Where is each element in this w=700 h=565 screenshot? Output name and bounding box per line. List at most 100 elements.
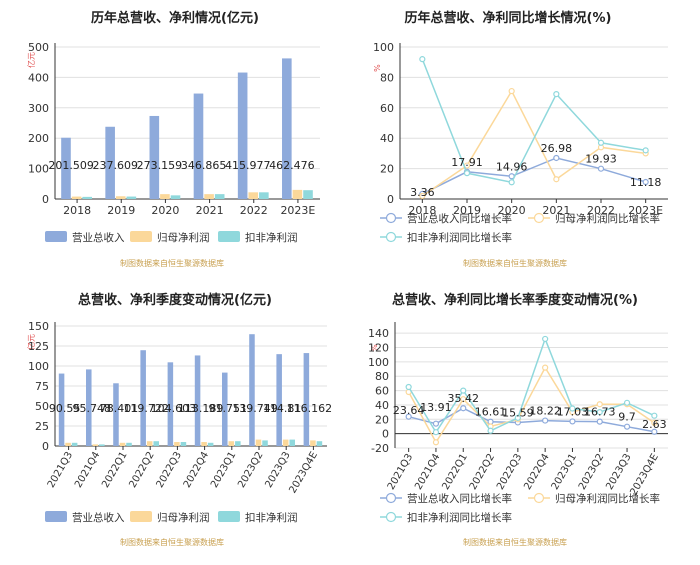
data-label: 104.603 [151,402,197,415]
chart-panel-3: 总营收、净利季度变动情况(亿元) 亿元 0 25 50 75 100 125 150 2021Q3… [26,292,332,547]
bar-profit [92,444,99,446]
legend-swatch [218,511,240,522]
data-label: 201.509 [48,159,94,172]
y-tick-label: 120 [368,342,389,355]
data-label: 113.189 [178,402,224,415]
x-tick-label: 2021Q4 [73,450,102,490]
legend-label: 营业总收入同比增长率 [407,492,512,505]
bar-profit [115,196,126,199]
data-label: 78.401 [100,402,139,415]
x-tick-label: 2021Q3 [46,450,75,490]
bar-profit [174,442,180,446]
data-label: 119.722 [123,402,169,415]
bar-profit [71,196,82,199]
series-point [651,419,658,426]
bar-profit [146,441,153,446]
x-tick-label: 2018 [408,204,436,217]
chart-panel-2: 历年总营收、净利同比增长情况(%)% 0 20 40 60 80 100 2018 2019 20… [373,10,668,268]
x-tick-label: 2022Q4 [182,450,211,490]
bar-deducted [126,442,132,446]
series-point [553,176,560,183]
x-tick-label: 2022Q1 [100,450,129,490]
x-tick-label: 2021 [196,204,224,217]
y-tick-label: 20 [375,413,389,426]
series-point [487,427,494,434]
legend-label: 归母净利润同比增长率 [555,212,660,225]
legend-label: 归母净利润 [157,511,210,524]
bar-revenue [249,334,255,446]
x-tick-label: 2022Q3 [495,452,524,492]
data-label: 9.7 [618,411,636,424]
series-point [642,147,649,154]
y-axis-unit-label: 亿元 [26,334,36,350]
legend-swatch [130,231,152,242]
bar-revenue [282,58,292,200]
data-label: 346.865 [181,159,227,172]
data-label: 95.748 [73,402,112,415]
data-label: 90.55 [49,402,81,415]
x-tick-label: 2023Q4E [287,450,320,495]
data-label: 462.476 [269,159,315,172]
y-axis-unit-label: 亿元 [26,52,36,68]
data-label: 16.73 [584,406,616,419]
bar-deducted [289,439,295,446]
bar-revenue [140,350,146,446]
series-line-3 [408,336,655,434]
legend-label: 营业总收入 [72,231,125,244]
bar-deducted [262,440,268,446]
bar-revenue [61,137,71,199]
x-tick-label: 2022 [587,204,615,217]
y-tick-label: 100 [28,163,49,176]
chart-title: 历年总营收、净利情况(亿元) [91,10,259,26]
y-tick-label: 80 [380,71,394,84]
chart-panel-1: 历年总营收、净利情况(亿元) 亿元 0 100 200 300 400 500 2018 2019… [26,10,320,268]
legend-label: 扣非净利润 [245,511,298,524]
x-tick-label: 2023Q3 [604,452,633,492]
series-point [553,91,560,98]
bar-revenue [194,355,201,446]
legend-label: 营业总收入 [72,511,125,524]
y-tick-label: 80 [375,370,389,383]
legend-swatch [218,231,240,242]
data-label: 17.03 [557,405,589,418]
bar-profit [292,189,303,199]
x-tick-label: 2023E [280,204,315,217]
y-tick-label: 100 [373,41,394,54]
x-tick-label: 2023E [628,204,663,217]
series-point [597,139,605,146]
series-point [460,405,467,412]
bar-deducted [303,190,313,199]
source-note: 制图数据来自恒生聚源数据库 [120,537,224,547]
bar-deducted [170,195,181,199]
data-label: 14.96 [496,160,528,173]
series-point [508,87,515,95]
series-point [419,192,426,200]
x-tick-label: 2022Q2 [468,452,497,492]
y-tick-label: 0 [42,440,49,453]
legend-marker [385,212,397,224]
y-tick-label: 200 [28,132,49,145]
x-tick-label: 2021Q4 [413,452,442,492]
data-label: 15.59 [502,406,533,419]
series-point [596,418,603,425]
legend-marker [385,492,397,504]
bar-profit [228,441,235,446]
x-tick-label: 2019 [107,204,135,217]
x-tick-label: 2021 [542,204,570,217]
data-label: 415.977 [225,159,271,172]
series-point [432,429,440,436]
y-tick-label: -20 [371,442,389,455]
data-label: 19.93 [585,153,617,166]
y-tick-label: 0 [387,193,394,206]
y-tick-label: 100 [368,356,389,369]
data-label: 18.22 [529,405,561,418]
data-label: 11.18 [630,176,662,189]
series-point [460,396,467,403]
series-point [623,399,631,406]
legend-marker [385,231,397,243]
series-point [642,178,649,186]
bar-revenue [303,353,310,446]
series-point [651,412,658,419]
bar-profit [160,194,170,199]
